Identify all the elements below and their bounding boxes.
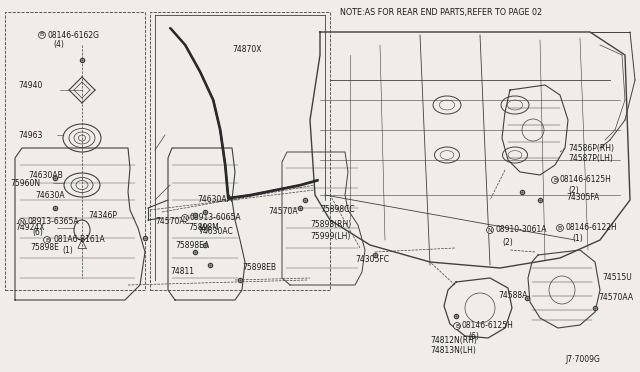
Text: 74813N(LH): 74813N(LH) [430, 346, 476, 355]
Text: B: B [40, 32, 44, 38]
Text: 74940: 74940 [18, 80, 42, 90]
Text: 74305FC: 74305FC [355, 256, 389, 264]
Text: 74812N(RH): 74812N(RH) [430, 336, 477, 344]
Text: 74630A: 74630A [35, 190, 65, 199]
Text: 74515U: 74515U [602, 273, 632, 282]
Text: 74963: 74963 [18, 131, 42, 140]
Text: 75898M: 75898M [188, 224, 219, 232]
Text: 75898EA: 75898EA [175, 241, 209, 250]
Text: 08146-6122H: 08146-6122H [565, 224, 617, 232]
Text: N: N [20, 219, 24, 224]
Text: 74811: 74811 [170, 267, 194, 276]
Text: 74924X: 74924X [15, 224, 45, 232]
Text: 74570A: 74570A [268, 208, 298, 217]
Text: 75898E: 75898E [30, 244, 59, 253]
Bar [5, 12, 145, 290]
Text: 74587P(LH): 74587P(LH) [568, 154, 613, 163]
Text: 74630AC: 74630AC [198, 228, 233, 237]
Text: (4): (4) [53, 41, 64, 49]
Text: 75898EB: 75898EB [242, 263, 276, 273]
Text: B: B [45, 237, 49, 243]
Text: B: B [553, 177, 557, 183]
Text: (4): (4) [198, 224, 209, 232]
Text: (1): (1) [572, 234, 583, 243]
Text: B: B [455, 324, 459, 328]
Text: 081A6-B161A: 081A6-B161A [54, 235, 106, 244]
Text: NOTE:AS FOR REAR END PARTS,REFER TO PAGE 02: NOTE:AS FOR REAR END PARTS,REFER TO PAGE… [340, 8, 542, 17]
Text: 74586P(RH): 74586P(RH) [568, 144, 614, 153]
Text: 08913-6065A: 08913-6065A [190, 214, 242, 222]
Text: 08146-6125H: 08146-6125H [462, 321, 514, 330]
Bar [150, 12, 330, 290]
Text: 75898(RH): 75898(RH) [310, 221, 351, 230]
Text: 08146-6125H: 08146-6125H [560, 176, 612, 185]
Text: 08910-3061A: 08910-3061A [495, 225, 547, 234]
Text: 08913-6365A: 08913-6365A [27, 218, 79, 227]
Text: (2): (2) [568, 186, 579, 195]
Text: 75960N: 75960N [10, 179, 40, 187]
Text: N: N [488, 228, 492, 232]
Text: 74570AA: 74570AA [598, 294, 633, 302]
Text: (6): (6) [32, 228, 43, 237]
Text: 74570AC: 74570AC [155, 218, 189, 227]
Text: 74346P: 74346P [88, 211, 117, 219]
Text: 74870X: 74870X [232, 45, 262, 55]
Text: 75898CC: 75898CC [320, 205, 355, 215]
Text: N: N [182, 215, 188, 221]
Text: B: B [558, 225, 562, 231]
Text: (6): (6) [468, 331, 479, 340]
Text: (2): (2) [502, 237, 513, 247]
Text: 75999(LH): 75999(LH) [310, 232, 350, 241]
Text: 74305FA: 74305FA [566, 193, 599, 202]
Text: J7·7009G: J7·7009G [565, 356, 600, 365]
Text: 74630AA: 74630AA [197, 196, 232, 205]
Text: 08146-6162G: 08146-6162G [47, 31, 99, 39]
Text: 74588A: 74588A [498, 292, 527, 301]
Text: 74630AB: 74630AB [28, 170, 63, 180]
Text: (1): (1) [62, 246, 73, 254]
